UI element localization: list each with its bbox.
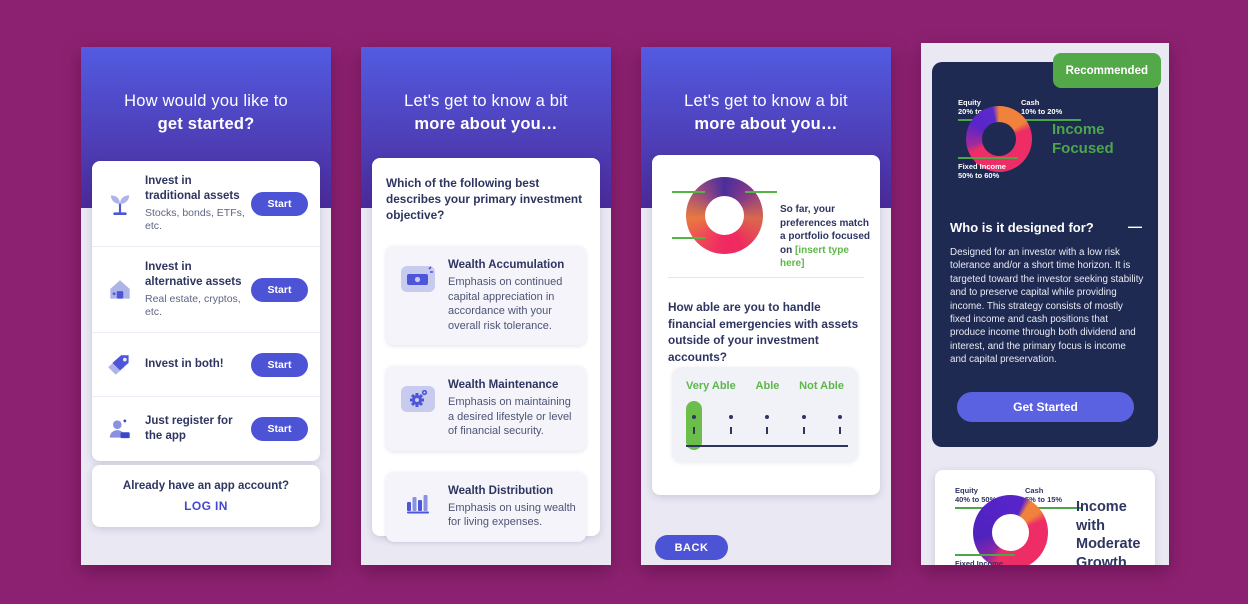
objective-question: Which of the following best describes yo… xyxy=(386,176,583,222)
slider-label-not-able: Not Able xyxy=(799,380,844,392)
option-invest-both[interactable]: Invest in both! Start xyxy=(92,333,320,397)
income-focused-donut-chart xyxy=(966,106,1032,172)
income-moderate-growth-card[interactable]: Equity 40% to 50% Cash 5% to 15% Fixed I… xyxy=(935,470,1155,565)
income-focused-card: Equity 20% to 30% Cash 10% to 20% Fixed … xyxy=(932,62,1158,447)
portfolio-title: Income Focused xyxy=(1052,121,1114,157)
slider-tick-3[interactable] xyxy=(765,407,769,434)
objective-options: Wealth Accumulation Emphasis on continue… xyxy=(386,246,586,542)
designed-for-body: Designed for an investor with a low risk… xyxy=(950,247,1144,366)
screen1-title-line2: get started? xyxy=(157,115,255,133)
portfolio-type-placeholder: [insert type here] xyxy=(780,244,849,270)
option-name: Wealth Maintenance xyxy=(448,379,559,391)
screen-financial-emergencies: Let's get to know a bit more about you… … xyxy=(641,47,891,565)
house-icon xyxy=(104,276,136,304)
allocation-underline xyxy=(955,554,1015,556)
allocation-underline xyxy=(958,157,1018,159)
moderate-growth-donut-chart xyxy=(973,495,1048,565)
allocation-cash: Cash 10% to 20% xyxy=(1021,98,1081,121)
annotation-line-left-bottom xyxy=(672,237,705,239)
option-name: Wealth Distribution xyxy=(448,484,554,497)
option-title-line1: Just register for xyxy=(145,415,233,427)
option-alternative-assets[interactable]: Invest in alternative assets Real estate… xyxy=(92,247,320,333)
screen-get-started: How would you like to get started? Inves… xyxy=(81,47,331,565)
option-title-line1: Invest in xyxy=(145,261,192,273)
get-started-options-card: Invest in traditional assets Stocks, bon… xyxy=(92,161,320,461)
slider-tick-1[interactable] xyxy=(692,407,696,434)
start-button-both[interactable]: Start xyxy=(251,352,308,377)
option-subtitle: Real estate, cryptos, etc. xyxy=(145,293,241,318)
start-button-alternative[interactable]: Start xyxy=(251,277,308,302)
preferences-match-text: So far, your preferences match a portfol… xyxy=(780,204,870,270)
tag-icon xyxy=(104,351,136,379)
slider-handle[interactable] xyxy=(686,401,702,450)
screen-investment-objective: Let's get to know a bit more about you… … xyxy=(361,47,611,565)
back-button[interactable]: BACK xyxy=(655,535,728,560)
gear-icon xyxy=(401,386,435,412)
allocation-cash: Cash 5% to 15% xyxy=(1025,486,1081,509)
start-button-traditional[interactable]: Start xyxy=(251,191,308,216)
login-card: Already have an app account? LOG IN xyxy=(92,465,320,527)
screen2-title: Let's get to know a bit more about you… xyxy=(361,90,611,136)
login-prompt: Already have an app account? xyxy=(122,479,290,492)
allocation-fixed-income: Fixed Income 40% to 50% xyxy=(955,554,1015,565)
screen3-title-line1: Let's get to know a bit xyxy=(684,92,848,110)
option-subtitle: Stocks, bonds, ETFs, etc. xyxy=(145,207,245,232)
annotation-line-right-top xyxy=(745,191,777,193)
login-link[interactable]: LOG IN xyxy=(184,498,228,513)
slider-label-very-able: Very Able xyxy=(686,380,736,392)
screen1-title-line1: How would you like to xyxy=(124,92,288,110)
option-wealth-maintenance[interactable]: Wealth Maintenance Emphasis on maintaini… xyxy=(386,366,586,451)
slider-label-able: Able xyxy=(755,380,780,392)
person-icon xyxy=(104,415,136,443)
seedling-icon xyxy=(104,190,136,218)
option-traditional-assets[interactable]: Invest in traditional assets Stocks, bon… xyxy=(92,161,320,247)
option-description: Emphasis on maintaining a desired lifest… xyxy=(448,396,572,437)
option-title-line2: alternative assets xyxy=(145,276,242,288)
divider xyxy=(668,277,864,278)
screen1-title: How would you like to get started? xyxy=(81,90,331,136)
preferences-card: So far, your preferences match a portfol… xyxy=(652,155,880,495)
collapse-icon[interactable]: — xyxy=(1128,218,1142,234)
screen3-title-line2: more about you… xyxy=(694,115,838,133)
slider-tick-4[interactable] xyxy=(801,407,806,434)
portfolio-donut-chart xyxy=(686,177,763,254)
allocation-underline xyxy=(1021,119,1081,121)
option-title-line1: Invest in xyxy=(145,175,192,187)
ability-slider: Very Able Able Not Able xyxy=(672,367,858,462)
bar-chart-icon xyxy=(404,492,432,530)
allocation-underline xyxy=(1025,507,1081,509)
option-description: Emphasis on using wealth for living expe… xyxy=(448,501,576,529)
slider-tick-2[interactable] xyxy=(728,407,733,434)
option-register-only[interactable]: Just register for the app Start xyxy=(92,397,320,461)
option-title-line1: Invest in both! xyxy=(145,358,224,370)
allocation-fixed-income: Fixed Income 50% to 60% xyxy=(958,157,1018,180)
option-wealth-accumulation[interactable]: Wealth Accumulation Emphasis on continue… xyxy=(386,246,586,345)
screen-portfolio-recommendation: Recommended Equity 20% to 30% Cash 10% t… xyxy=(921,43,1169,565)
screen2-title-line1: Let's get to know a bit xyxy=(404,92,568,110)
option-name: Wealth Accumulation xyxy=(448,259,565,271)
option-description: Emphasis on continued capital appreciati… xyxy=(448,276,563,332)
start-button-register[interactable]: Start xyxy=(251,417,308,441)
cash-icon xyxy=(401,266,435,292)
option-wealth-distribution[interactable]: Wealth Distribution Emphasis on using we… xyxy=(386,471,586,542)
portfolio-title: Income with Moderate Growth xyxy=(1076,499,1141,565)
designed-for-heading: Who is it designed for? xyxy=(950,220,1094,235)
option-title-line2: the app xyxy=(145,430,186,442)
slider-track xyxy=(686,445,848,447)
objective-card: Which of the following best describes yo… xyxy=(372,158,600,542)
screen3-title: Let's get to know a bit more about you… xyxy=(641,90,891,136)
recommended-badge: Recommended xyxy=(1052,53,1161,88)
get-started-button[interactable]: Get Started xyxy=(957,392,1134,422)
option-title-line2: traditional assets xyxy=(145,190,240,202)
screen2-title-line2: more about you… xyxy=(414,115,558,133)
annotation-line-left-top xyxy=(672,191,705,193)
emergencies-question: How able are you to handle financial eme… xyxy=(668,300,859,364)
slider-tick-5[interactable] xyxy=(838,407,842,434)
